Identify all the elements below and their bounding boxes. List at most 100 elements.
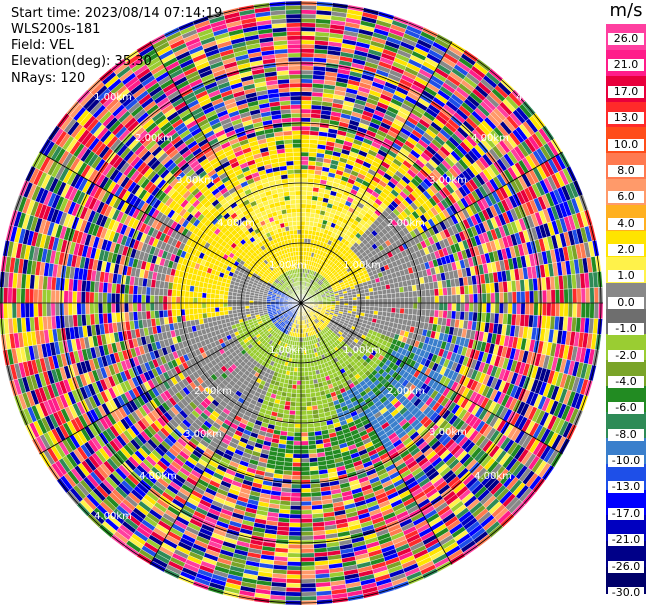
range-gate [304, 225, 310, 231]
range-gate [306, 405, 313, 411]
range-gate [300, 65, 314, 71]
range-gate [460, 302, 466, 312]
range-gate [291, 470, 302, 476]
range-gate [499, 292, 504, 304]
range-gate [425, 302, 431, 310]
range-gate [300, 121, 311, 127]
range-gate [290, 492, 302, 498]
range-gate [300, 492, 312, 498]
range-gate [286, 388, 293, 394]
range-gate [473, 293, 479, 304]
range-gate [365, 299, 371, 304]
range-gate [421, 302, 427, 310]
range-gate [300, 190, 308, 196]
range-gate [374, 298, 379, 304]
range-gate [300, 143, 310, 149]
range-gate [309, 383, 315, 389]
range-gate [286, 565, 302, 571]
range-gate [306, 414, 314, 420]
range-gate [300, 199, 307, 205]
range-gate [520, 291, 526, 304]
range-gate [589, 302, 595, 319]
range-gate [292, 449, 302, 455]
range-gate [300, 5, 317, 11]
range-gate [373, 294, 379, 300]
range-gate [300, 251, 304, 256]
range-gate [300, 95, 312, 101]
range-gate [300, 376, 306, 381]
range-gate [386, 311, 392, 318]
range-gate [563, 288, 569, 304]
range-gate [300, 526, 314, 532]
range-gate [306, 199, 312, 205]
range-gate [308, 152, 317, 158]
range-gate [403, 308, 409, 315]
range-gate [516, 291, 522, 304]
range-gate [511, 302, 517, 315]
range-gate [420, 309, 427, 317]
range-gate [369, 291, 375, 296]
range-gate [300, 104, 312, 110]
range-gate [300, 505, 312, 511]
range-gate [343, 297, 349, 301]
range-gate [300, 569, 316, 575]
range-gate [300, 587, 317, 593]
range-gate [300, 220, 306, 226]
range-gate [580, 287, 586, 304]
range-gate [494, 302, 500, 314]
range-gate [386, 293, 392, 299]
range-gate [289, 518, 302, 524]
range-gate [291, 479, 302, 485]
range-gate [291, 475, 302, 481]
range-gate [395, 307, 401, 314]
range-gate [377, 289, 383, 296]
range-gate [300, 151, 310, 157]
range-gate [364, 291, 370, 297]
range-gate [297, 367, 302, 373]
range-gate [290, 488, 302, 493]
range-gate [300, 539, 314, 545]
range-gate [300, 414, 308, 420]
range-gate [300, 371, 305, 377]
range-gate [499, 302, 504, 314]
range-gate [293, 432, 302, 437]
range-gate [300, 87, 313, 93]
range-gate [369, 306, 375, 311]
range-gate [285, 595, 302, 601]
range-gate [300, 462, 310, 468]
range-gate [348, 297, 353, 301]
range-gate [304, 233, 309, 239]
range-gate [300, 117, 311, 123]
range-gate [348, 302, 353, 306]
range-gate [550, 289, 556, 304]
range-gate [304, 362, 308, 368]
range-gate [307, 177, 315, 184]
range-gate [308, 375, 314, 381]
range-gate [378, 306, 384, 312]
range-gate [300, 13, 317, 19]
range-gate [378, 298, 384, 304]
range-gate [438, 287, 444, 296]
range-gate [300, 74, 314, 80]
range-gate [297, 363, 302, 368]
range-gate [503, 292, 509, 304]
range-gate [300, 466, 310, 472]
range-gate [306, 186, 314, 192]
range-gate [433, 309, 440, 318]
range-gate [300, 48, 315, 54]
range-gate [300, 423, 308, 429]
range-gate [425, 296, 431, 304]
range-gate [300, 457, 310, 463]
range-gate [420, 289, 427, 297]
range-gate [300, 449, 310, 455]
range-gate [300, 509, 313, 515]
range-gate [285, 448, 294, 454]
range-gate [455, 286, 461, 296]
range-gate [296, 380, 302, 386]
range-gate [455, 310, 461, 320]
range-gate [438, 295, 444, 304]
range-gate [524, 302, 530, 316]
range-gate [455, 294, 461, 304]
range-gate [369, 299, 375, 304]
range-gate [399, 292, 405, 298]
